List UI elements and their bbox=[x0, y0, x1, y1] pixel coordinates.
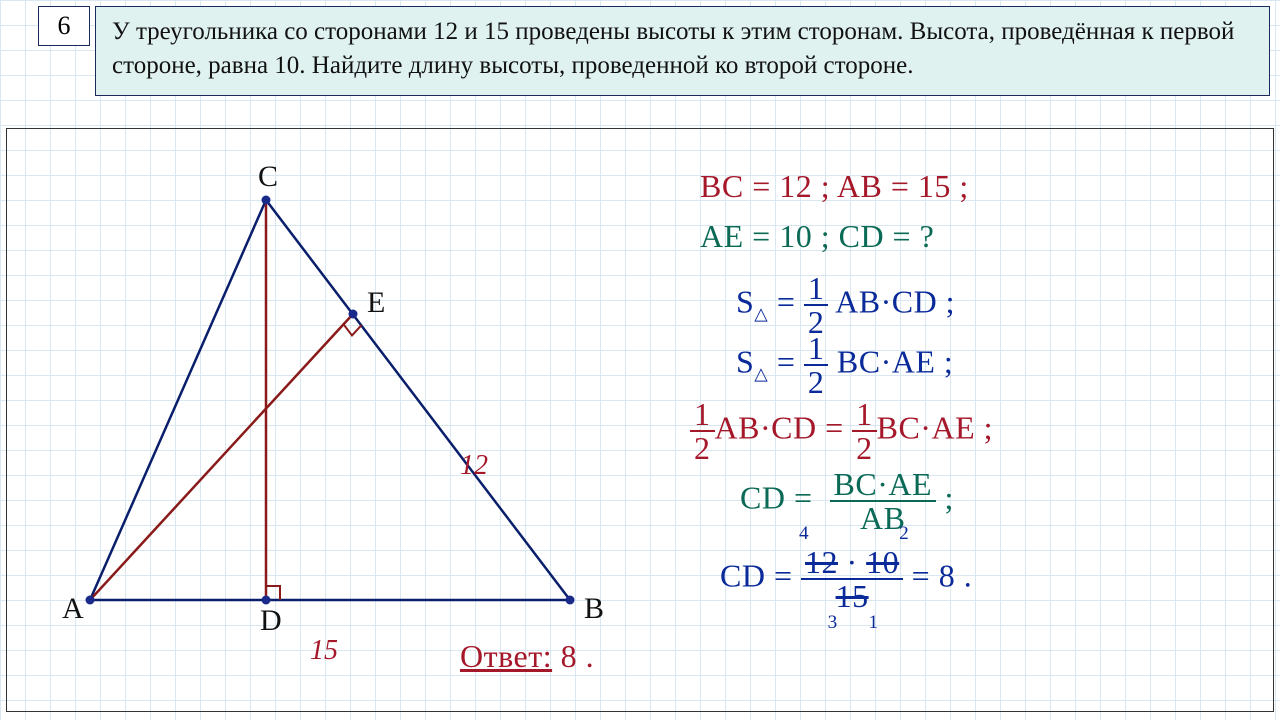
sub1: 1 bbox=[868, 613, 878, 632]
cd-num: BC·AE bbox=[830, 468, 937, 502]
half-den-4: 2 bbox=[852, 432, 877, 464]
cd-compute: CD = 412 · 102 1531 = 8 . bbox=[720, 546, 972, 612]
svg-text:B: B bbox=[584, 592, 604, 625]
rhs: BC·AE ; bbox=[877, 409, 993, 445]
s-sym-2: S bbox=[736, 343, 754, 379]
s-sym-1: S bbox=[736, 283, 754, 319]
n10: 10 bbox=[866, 544, 899, 580]
side-label-ab: 15 bbox=[310, 635, 338, 667]
half-den-3: 2 bbox=[690, 432, 715, 464]
problem-number: 6 bbox=[58, 11, 71, 41]
svg-text:D: D bbox=[260, 604, 282, 637]
sup4: 4 bbox=[799, 524, 809, 543]
answer-value: 8 . bbox=[552, 638, 594, 674]
eq-1: = bbox=[768, 283, 804, 319]
eq8: = 8 . bbox=[912, 557, 973, 593]
half-num-3: 1 bbox=[690, 398, 715, 432]
half-num-4: 1 bbox=[852, 398, 877, 432]
triangle-diagram: A B C D E bbox=[20, 140, 660, 700]
eq-2: = bbox=[768, 343, 804, 379]
given-bc-ab: BC = 12 ; AB = 15 ; bbox=[700, 168, 969, 205]
equality-line: 12AB·CD = 12BC·AE ; bbox=[690, 398, 993, 464]
given-ae-cd: AE = 10 ; CD = ? bbox=[700, 218, 934, 255]
problem-text: У треугольника со сторонами 12 и 15 пров… bbox=[112, 18, 1234, 79]
svg-text:A: A bbox=[62, 592, 84, 625]
triangle-abc bbox=[90, 200, 570, 600]
abcd-1: AB·CD ; bbox=[835, 283, 955, 319]
vertex-points: A B C D E bbox=[62, 160, 604, 637]
area-eq-2: S△ = 12 BC·AE ; bbox=[736, 332, 953, 398]
lhs: AB·CD = bbox=[715, 409, 853, 445]
bcae-2: BC·AE ; bbox=[837, 343, 953, 379]
problem-number-box: 6 bbox=[38, 6, 90, 46]
cd-eq: CD = bbox=[740, 479, 813, 515]
half-den-2: 2 bbox=[804, 366, 829, 398]
n15: 15 bbox=[836, 578, 869, 614]
n12: 12 bbox=[805, 544, 838, 580]
half-num-1: 1 bbox=[804, 272, 829, 306]
sub3: 3 bbox=[828, 613, 838, 632]
problem-statement: У треугольника со сторонами 12 и 15 пров… bbox=[95, 6, 1270, 96]
cd-tail: ; bbox=[945, 479, 954, 515]
answer-line: Ответ: 8 . bbox=[460, 638, 594, 675]
cd-lbl: CD = bbox=[720, 557, 801, 593]
svg-text:E: E bbox=[367, 286, 385, 319]
area-eq-1: S△ = 12 AB·CD ; bbox=[736, 272, 955, 338]
right-angle-e bbox=[344, 324, 362, 335]
sup2: 2 bbox=[899, 524, 909, 543]
half-num-2: 1 bbox=[804, 332, 829, 366]
svg-text:C: C bbox=[258, 160, 278, 193]
answer-label: Ответ: bbox=[460, 638, 552, 674]
side-label-cb: 12 bbox=[460, 450, 488, 482]
cd-formula: CD = BC·AEAB ; bbox=[740, 468, 954, 534]
altitude-ae bbox=[90, 314, 353, 600]
